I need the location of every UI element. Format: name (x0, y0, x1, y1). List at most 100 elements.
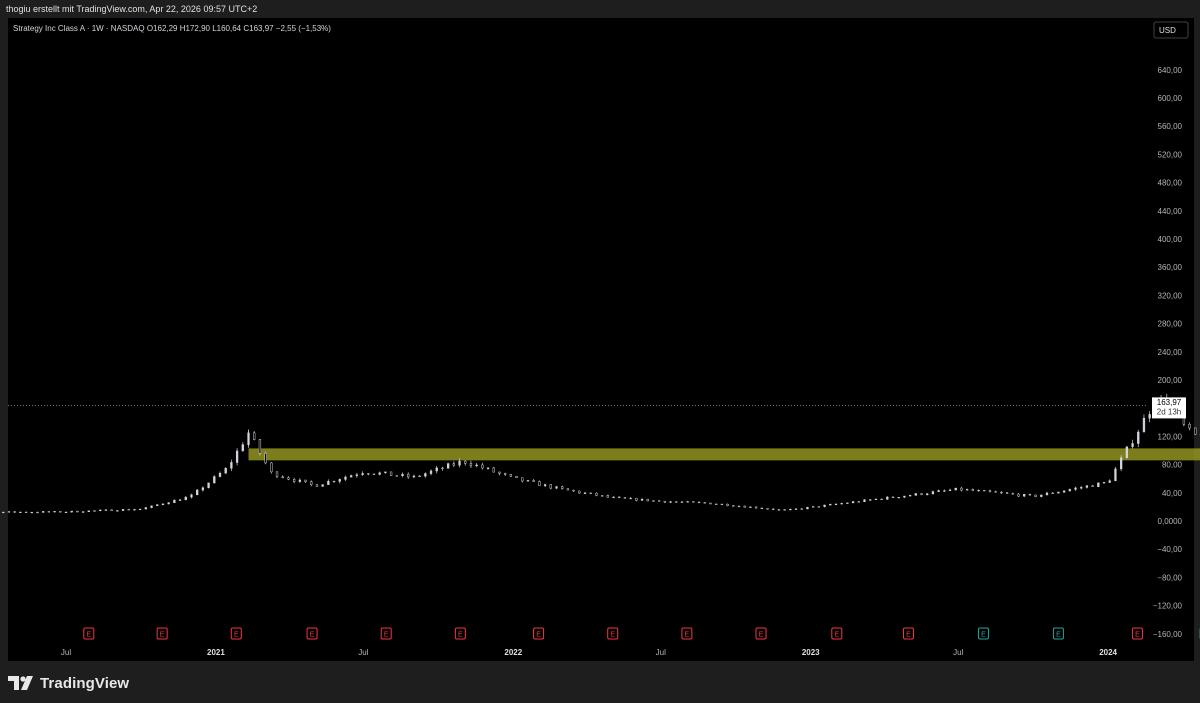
candle (1017, 492, 1020, 497)
candle-body (948, 489, 952, 491)
earnings-marker[interactable]: E (380, 627, 392, 640)
candle-body (104, 509, 108, 511)
candle (1085, 485, 1089, 489)
candle (988, 489, 992, 493)
candle-body (378, 472, 381, 475)
candle (441, 466, 444, 471)
candle (834, 503, 838, 505)
candle (954, 487, 957, 491)
earnings-marker[interactable]: E (681, 627, 693, 640)
candle-body (19, 511, 22, 513)
candle (977, 489, 980, 492)
candle-body (595, 492, 598, 496)
candle-body (1057, 491, 1060, 494)
earnings-marker-box (454, 627, 466, 640)
earnings-marker[interactable]: E (156, 627, 168, 640)
candle-body (1080, 487, 1083, 489)
candle-body (201, 487, 205, 491)
candle (1045, 491, 1049, 496)
candle (87, 510, 90, 513)
candle (235, 448, 239, 466)
earnings-marker[interactable]: E (306, 627, 318, 640)
candle-body (70, 510, 73, 513)
candle (675, 501, 678, 503)
earnings-marker-box (977, 627, 989, 640)
candle-body (606, 495, 609, 498)
candle-body (258, 439, 262, 454)
candle-body (332, 480, 336, 483)
earnings-marker[interactable]: E (83, 627, 95, 640)
earnings-marker[interactable]: E (230, 627, 242, 640)
earnings-marker[interactable]: E (902, 627, 914, 640)
candle (19, 511, 22, 513)
candle-body (1194, 427, 1197, 435)
candle-body (720, 503, 724, 506)
candle (196, 488, 199, 496)
candle-body (270, 462, 273, 473)
candle (435, 465, 438, 474)
earnings-marker[interactable]: E (1052, 627, 1064, 640)
candle-body (504, 473, 507, 475)
candle (783, 509, 786, 511)
support-zone[interactable] (248, 448, 1200, 461)
candle (241, 442, 244, 452)
candle (81, 511, 85, 513)
candle (680, 501, 684, 503)
candle (116, 510, 119, 512)
earnings-letter: E (1135, 632, 1140, 639)
candle (589, 492, 592, 495)
earnings-letter: E (759, 632, 764, 639)
candle-body (994, 491, 997, 493)
candle-body (367, 473, 370, 475)
candle-body (350, 475, 353, 478)
earnings-marker[interactable]: E (607, 627, 619, 640)
earnings-marker[interactable]: E (533, 627, 545, 640)
candle-body (110, 509, 113, 512)
candle (863, 499, 866, 503)
candle-body (715, 503, 718, 505)
candle (720, 503, 724, 506)
candle-body (64, 511, 68, 514)
candle (344, 475, 347, 482)
candle (30, 511, 33, 514)
chart-pane[interactable] (8, 18, 1194, 661)
candle (469, 460, 473, 469)
tradingview-logo[interactable]: TradingView (8, 673, 129, 693)
candle (475, 463, 478, 468)
candle (156, 504, 159, 506)
candle-body (161, 503, 165, 506)
candle (110, 509, 113, 512)
candle (1023, 493, 1026, 498)
candle-body (99, 509, 102, 511)
candle (270, 462, 273, 474)
earnings-marker[interactable]: E (755, 627, 767, 640)
candle (960, 486, 963, 492)
currency-label: USD (1159, 26, 1176, 35)
candle (623, 497, 627, 499)
candle (1188, 422, 1191, 431)
candle-body (874, 498, 878, 500)
y-axis-tick-label: −80,00 (1157, 573, 1182, 582)
x-axis-tick-label: 2021 (207, 648, 225, 657)
footer (0, 661, 1200, 703)
candle (1097, 482, 1100, 488)
candle-body (235, 450, 239, 463)
candle-body (869, 499, 872, 501)
candle (304, 479, 307, 484)
candle (372, 473, 376, 475)
candle-body (806, 506, 809, 510)
candle (207, 482, 210, 489)
y-axis-tick-label: 240,00 (1158, 348, 1183, 357)
earnings-marker[interactable]: E (454, 627, 466, 640)
candle-body (407, 473, 410, 478)
currency-button[interactable]: USD (1153, 21, 1189, 39)
earnings-marker[interactable]: E (1131, 627, 1143, 640)
candle-body (908, 495, 912, 497)
candle-body (897, 497, 900, 499)
candle-body (800, 508, 803, 510)
earnings-marker[interactable]: E (831, 627, 843, 640)
candle (389, 471, 393, 476)
earnings-marker[interactable]: E (977, 627, 989, 640)
candle (1051, 492, 1054, 494)
